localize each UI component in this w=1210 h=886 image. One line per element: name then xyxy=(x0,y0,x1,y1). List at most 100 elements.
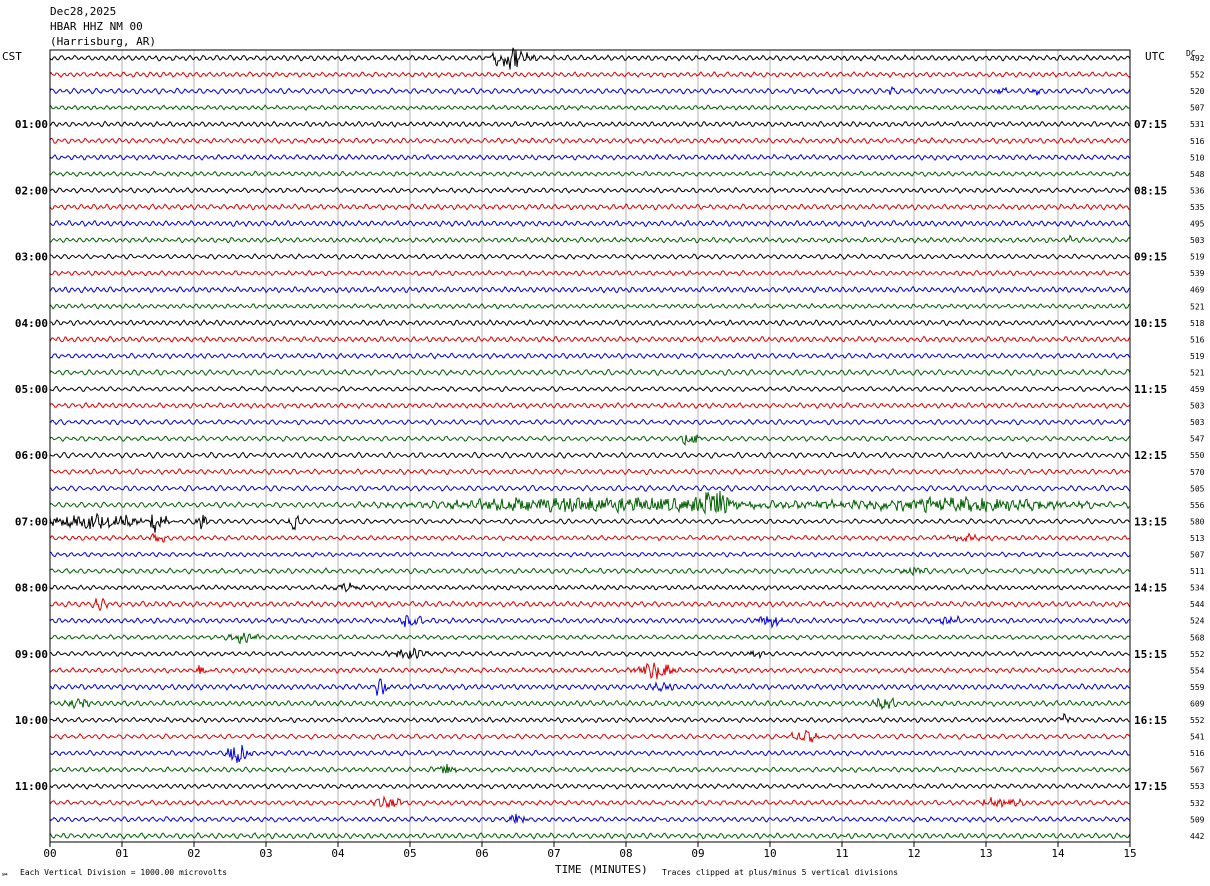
dc-offset-label: 516 xyxy=(1190,137,1205,146)
dc-offset-label: 509 xyxy=(1190,815,1205,824)
dc-offset-label: 519 xyxy=(1190,352,1205,361)
trace-row-14 xyxy=(49,285,1131,294)
trace-row-37 xyxy=(49,662,1131,680)
trace-row-11 xyxy=(49,234,1131,244)
dc-offset-label: 534 xyxy=(1190,584,1205,593)
dc-offset-label: 541 xyxy=(1190,733,1205,742)
dc-offset-label: 531 xyxy=(1190,120,1205,129)
right-hour-label: 12:15 xyxy=(1134,449,1167,462)
trace-row-17 xyxy=(49,335,1131,343)
dc-offset-label: 513 xyxy=(1190,534,1205,543)
right-hour-label: 14:15 xyxy=(1134,582,1167,595)
dc-offset-label: 567 xyxy=(1190,766,1205,775)
dc-offset-label: 550 xyxy=(1190,451,1205,460)
left-hour-label: 10:00 xyxy=(15,714,48,727)
left-hour-label: 01:00 xyxy=(15,118,48,131)
trace-row-32 xyxy=(49,582,1131,593)
trace-row-30 xyxy=(49,551,1131,558)
dc-offset-label: 568 xyxy=(1190,633,1205,642)
trace-row-26 xyxy=(49,484,1131,493)
dc-offset-label: 503 xyxy=(1190,418,1205,427)
dc-offset-label: 532 xyxy=(1190,799,1205,808)
trace-row-20 xyxy=(49,385,1131,393)
dc-offset-label: 556 xyxy=(1190,501,1205,510)
trace-row-36 xyxy=(49,647,1131,660)
trace-row-3 xyxy=(49,104,1131,111)
station-label: HBAR HHZ NM 00 xyxy=(50,20,143,33)
right-hour-label: 15:15 xyxy=(1134,648,1167,661)
left-hour-label: 08:00 xyxy=(15,582,48,595)
trace-row-38 xyxy=(49,678,1131,696)
dc-offset-label: 580 xyxy=(1190,517,1205,526)
trace-row-42 xyxy=(49,744,1131,763)
x-tick-label-07: 07 xyxy=(547,847,560,860)
clip-note: Traces clipped at plus/minus 5 vertical … xyxy=(662,868,899,877)
dc-offset-label: 548 xyxy=(1190,170,1205,179)
dc-offset-label: 609 xyxy=(1190,699,1205,708)
dc-offset-label: 536 xyxy=(1190,186,1205,195)
dc-offset-label: 539 xyxy=(1190,269,1205,278)
trace-row-2 xyxy=(49,85,1131,96)
dc-offset-label: 544 xyxy=(1190,600,1205,609)
right-hour-label: 17:15 xyxy=(1134,780,1167,793)
vertical-division-note: Each Vertical Division = 1000.00 microvo… xyxy=(20,868,228,877)
trace-row-7 xyxy=(49,170,1131,178)
dc-offset-label: 559 xyxy=(1190,683,1205,692)
x-axis-title: TIME (MINUTES) xyxy=(555,863,648,876)
trace-row-6 xyxy=(49,153,1131,161)
left-hour-label: 02:00 xyxy=(15,184,48,197)
trace-row-0 xyxy=(49,47,1131,70)
dc-offset-label: 511 xyxy=(1190,567,1205,576)
dc-offset-label: 459 xyxy=(1190,385,1205,394)
dc-offset-label: 507 xyxy=(1190,104,1205,113)
trace-row-18 xyxy=(49,352,1131,360)
dc-offset-label: 547 xyxy=(1190,435,1205,444)
trace-row-35 xyxy=(49,632,1131,645)
dc-offset-label: 535 xyxy=(1190,203,1205,212)
trace-row-46 xyxy=(49,813,1131,825)
x-tick-label-00: 00 xyxy=(43,847,56,860)
trace-row-21 xyxy=(49,401,1131,410)
dc-offset-label: 570 xyxy=(1190,468,1205,477)
trace-row-23 xyxy=(49,434,1131,447)
x-tick-label-14: 14 xyxy=(1051,847,1065,860)
trace-row-15 xyxy=(49,302,1131,310)
left-hour-label: 03:00 xyxy=(15,251,48,264)
dc-offset-label: 510 xyxy=(1190,153,1205,162)
right-timezone-label: UTC xyxy=(1145,50,1165,63)
x-tick-label-06: 06 xyxy=(475,847,488,860)
dc-offset-label: 516 xyxy=(1190,335,1205,344)
x-tick-label-05: 05 xyxy=(403,847,416,860)
x-tick-label-09: 09 xyxy=(691,847,704,860)
minute-gridlines xyxy=(121,50,1059,842)
dc-offset-label: 495 xyxy=(1190,220,1205,229)
left-hour-label: 04:00 xyxy=(15,317,48,330)
dc-offset-label: 505 xyxy=(1190,484,1205,493)
trace-row-16 xyxy=(49,318,1131,327)
dc-offset-label: 553 xyxy=(1190,782,1205,791)
dc-offset-label: 516 xyxy=(1190,749,1205,758)
dc-offset-label: 552 xyxy=(1190,716,1205,725)
left-timezone-label: CST xyxy=(2,50,22,63)
left-hour-label: 07:00 xyxy=(15,515,48,528)
dc-offset-label: 552 xyxy=(1190,650,1205,659)
dc-offset-label: 524 xyxy=(1190,617,1205,626)
dc-offset-label: 503 xyxy=(1190,236,1205,245)
left-hour-label: 09:00 xyxy=(15,648,48,661)
trace-row-12 xyxy=(49,253,1131,260)
trace-row-45 xyxy=(49,795,1131,809)
left-hour-label: 06:00 xyxy=(15,449,48,462)
right-hour-label: 11:15 xyxy=(1134,383,1167,396)
dc-header-label: DC xyxy=(1186,49,1196,58)
trace-row-39 xyxy=(49,696,1131,711)
dc-offset-label: 503 xyxy=(1190,402,1205,411)
x-tick-label-11: 11 xyxy=(835,847,848,860)
x-tick-label-04: 04 xyxy=(331,847,345,860)
axis-labels: 00 01 02 03 04 05 06 07 08 09 10 11 12 13 14 15 01:00 02:… xyxy=(15,54,1205,860)
trace-row-41 xyxy=(49,729,1131,743)
seismic-traces xyxy=(49,47,1131,840)
date-label: Dec28,2025 xyxy=(50,5,117,18)
trace-row-13 xyxy=(49,269,1131,277)
left-hour-label: 11:00 xyxy=(15,780,48,793)
